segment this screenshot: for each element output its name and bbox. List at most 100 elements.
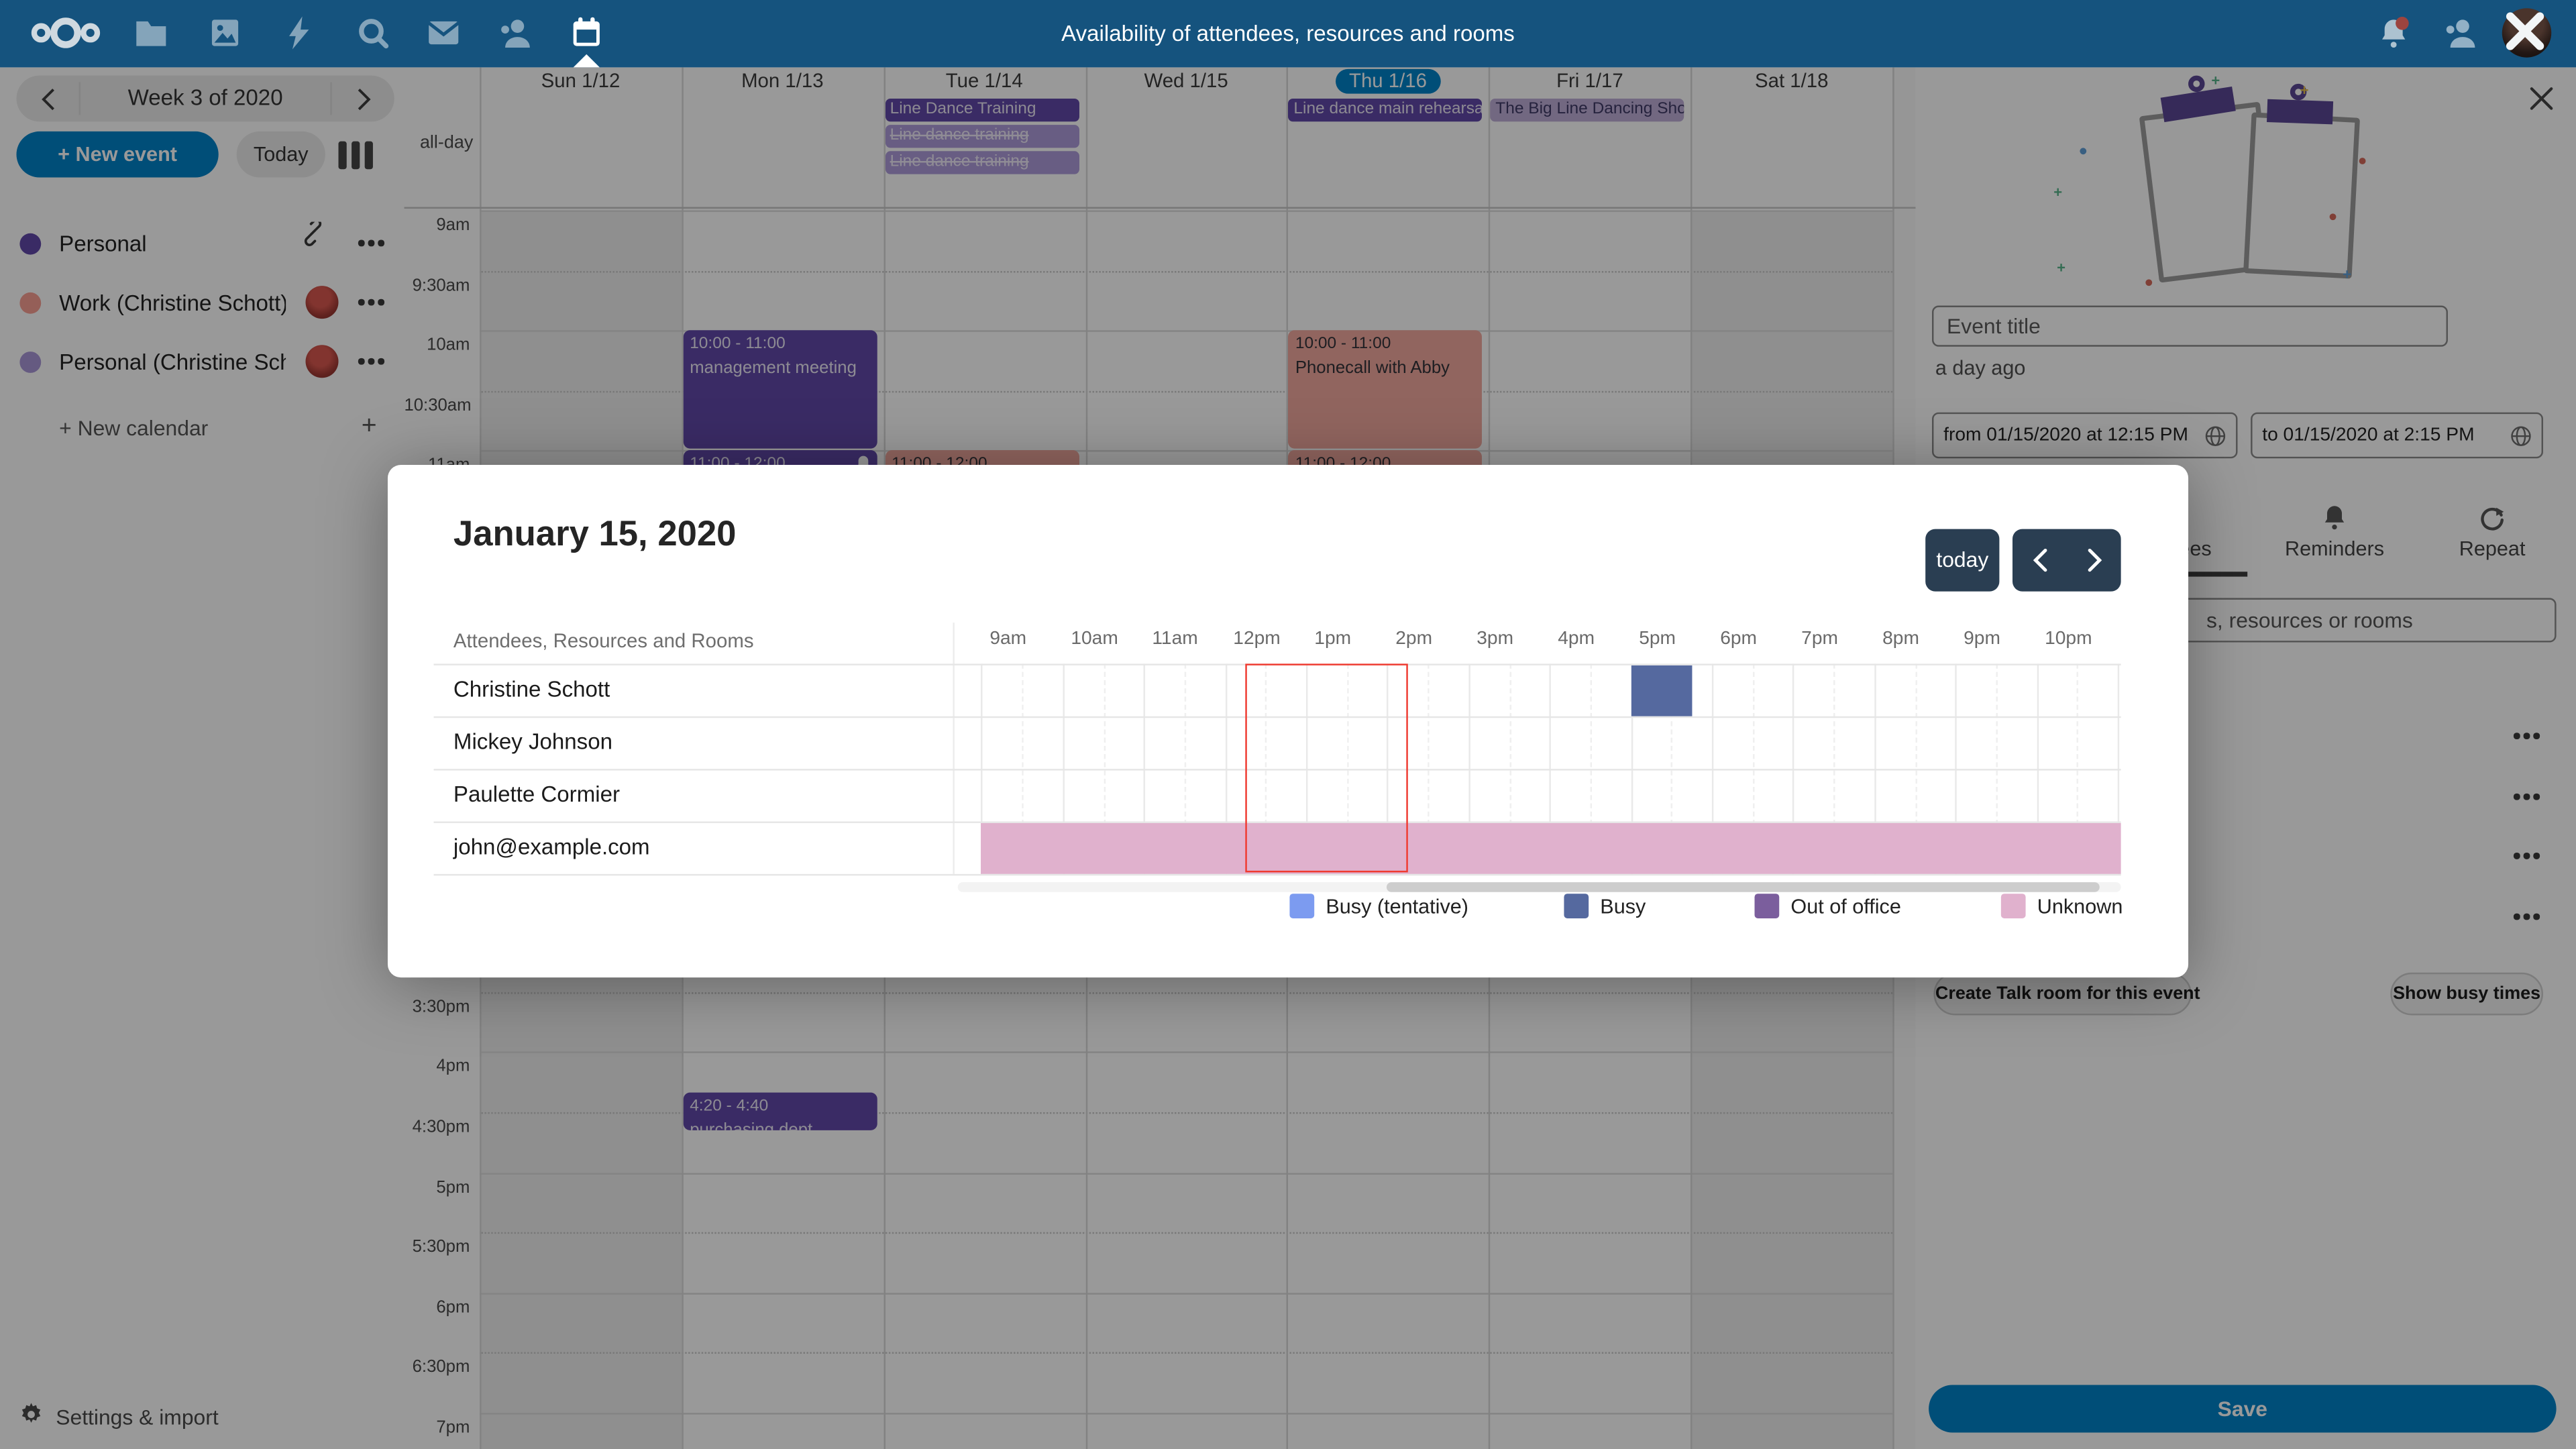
calendar-color-dot [19, 232, 42, 254]
modal-today-button[interactable]: today [1925, 529, 2000, 592]
timeline-scrollbar-thumb[interactable] [1386, 882, 2100, 892]
bell-icon [2257, 498, 2412, 531]
attendee-actions-menu[interactable] [2513, 905, 2546, 928]
show-busy-times-button[interactable]: Show busy times [2390, 972, 2544, 1016]
busy-block [1630, 664, 1692, 716]
contacts-icon[interactable] [496, 15, 533, 51]
day-header[interactable]: Fri 1/17 [1556, 68, 1623, 93]
time-gridline [480, 1413, 1893, 1415]
attendee-name: Christine Schott [453, 676, 610, 702]
nextcloud-logo-icon[interactable] [30, 13, 102, 53]
hour-label: 9am [989, 629, 1027, 649]
hour-label: 8pm [1882, 629, 1919, 649]
photos-icon[interactable] [207, 15, 244, 51]
today-button[interactable]: Today [236, 131, 325, 178]
availability-timeline[interactable]: 9am 10am 11am 12pm 1pm 2pm 3pm 4pm 5pm 6pm 7pm 8pm 9… [958, 623, 2121, 885]
save-button[interactable]: Save [1929, 1385, 2557, 1433]
all-day-event[interactable]: Line dance training [885, 125, 1079, 148]
event-title-input[interactable] [1932, 305, 2448, 347]
calendar-icon[interactable] [568, 15, 604, 51]
day-header[interactable]: Thu 1/16 [1287, 67, 1489, 94]
tab-repeat[interactable]: Repeat [2425, 498, 2560, 577]
calendar-event[interactable]: 10:00 - 11:00 management meeting [683, 330, 877, 449]
time-gridline [480, 270, 1893, 272]
to-datetime-field[interactable]: to 01/15/2020 at 2:15 PM [2251, 412, 2544, 459]
new-calendar-button[interactable]: + New calendar + [0, 404, 404, 453]
hour-label: 3pm [1477, 629, 1514, 649]
calendar-event[interactable]: 4:20 - 4:40 purchasing dept [683, 1091, 877, 1131]
attendee-actions-menu[interactable] [2513, 786, 2546, 808]
calendar-actions-menu[interactable] [358, 350, 388, 373]
top-header-bar: Availability of attendees, resources and… [0, 0, 2576, 68]
time-gutter-label: 6:30pm [412, 1357, 470, 1378]
day-header[interactable]: Mon 1/13 [741, 68, 824, 93]
mail-icon[interactable] [425, 15, 462, 51]
time-gutter-label: 5pm [436, 1177, 470, 1197]
legend-item: Unknown [2000, 894, 2123, 918]
calendar-name: Personal (Christine Scho… [59, 349, 286, 374]
legend-label: Busy (tentative) [1326, 894, 1469, 918]
timezone-globe-icon[interactable] [2510, 425, 2532, 446]
new-calendar-label: + New calendar [59, 415, 209, 441]
timezone-globe-icon[interactable] [2205, 425, 2226, 446]
contacts-menu-icon[interactable] [2441, 15, 2477, 51]
activity-icon[interactable] [281, 15, 317, 51]
all-day-event[interactable]: The Big Line Dancing Show [1490, 98, 1684, 122]
chevron-left-icon[interactable] [2031, 547, 2047, 574]
gear-icon [21, 1403, 41, 1423]
next-week-button[interactable] [332, 76, 394, 122]
attendees-column-header: Attendees, Resources and Rooms [453, 629, 754, 653]
time-gridline [480, 330, 1893, 333]
new-event-button[interactable]: + New event [16, 131, 219, 178]
time-gridline [480, 1352, 1893, 1354]
day-header[interactable]: Wed 1/15 [1144, 68, 1228, 93]
hour-label: 5pm [1639, 629, 1676, 649]
calendar-list-item[interactable]: Personal [0, 213, 404, 272]
attendee-name: john@example.com [453, 835, 650, 859]
notifications-bell-icon[interactable] [2375, 15, 2412, 51]
day-header[interactable]: Sun 1/12 [541, 68, 621, 93]
legend-item: Busy [1564, 894, 1646, 918]
calendar-actions-menu[interactable] [358, 290, 388, 313]
modal-date-title: January 15, 2020 [453, 514, 737, 554]
all-day-event[interactable]: Line dance main rehearsal [1289, 98, 1483, 122]
all-day-divider [404, 207, 1916, 209]
calendar-actions-menu[interactable] [358, 231, 388, 254]
legend-item: Busy (tentative) [1289, 894, 1468, 918]
files-icon[interactable] [133, 15, 169, 51]
hour-label: 9pm [1964, 629, 2000, 649]
chevron-right-icon[interactable] [2086, 547, 2102, 574]
attendee-name: Paulette Cormier [453, 782, 620, 807]
all-day-event[interactable]: Line Dance Training [885, 98, 1079, 122]
close-icon[interactable] [2527, 84, 2557, 113]
hour-label: 1pm [1314, 629, 1352, 649]
view-toggle-icon[interactable] [338, 136, 387, 172]
attendee-actions-menu[interactable] [2513, 845, 2546, 867]
day-header[interactable]: Tue 1/14 [945, 68, 1023, 93]
calendar-event[interactable]: 10:00 - 11:00 Phonecall with Abby [1289, 330, 1483, 449]
attendee-row-separator [433, 873, 2121, 876]
event-time-selection[interactable] [1245, 663, 1408, 873]
event-title: Phonecall with Abby [1295, 358, 1450, 378]
search-icon[interactable] [355, 15, 391, 51]
attendee-row-separator [433, 716, 2121, 718]
day-header[interactable]: Sat 1/18 [1755, 68, 1829, 93]
all-day-event[interactable]: Line dance training [885, 151, 1079, 174]
settings-import[interactable]: Settings & import [0, 1397, 404, 1440]
previous-week-button[interactable] [16, 76, 78, 122]
calendar-list-item[interactable]: Personal (Christine Scho… [0, 332, 404, 391]
time-gridline [480, 210, 1893, 212]
page-title: Availability of attendees, resources and… [1061, 21, 1515, 46]
shared-by-avatar [305, 345, 339, 378]
attendee-actions-menu[interactable] [2513, 724, 2546, 747]
tab-reminders[interactable]: Reminders [2257, 498, 2412, 577]
week-switcher: Week 3 of 2020 [16, 75, 394, 122]
create-talk-room-button[interactable]: Create Talk room for this event [1933, 972, 2200, 1016]
hour-label: 2pm [1395, 629, 1433, 649]
hour-label: 6pm [1720, 629, 1757, 649]
week-label[interactable]: Week 3 of 2020 [78, 82, 332, 115]
timeline-scrollbar-track[interactable] [957, 882, 2121, 892]
from-datetime-field[interactable]: from 01/15/2020 at 12:15 PM [1932, 412, 2238, 459]
calendar-list-item[interactable]: Work (Christine Schott) [0, 273, 404, 332]
